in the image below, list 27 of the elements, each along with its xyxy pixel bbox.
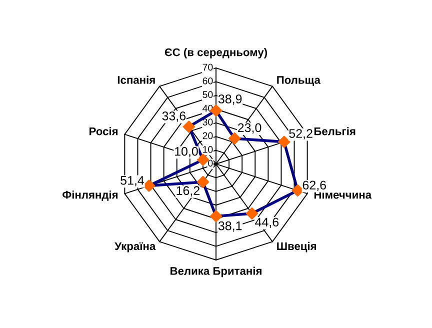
spoke-label: Росія — [90, 127, 118, 136]
data-label: 62,6 — [302, 180, 326, 192]
spoke-label: Швеція — [277, 242, 316, 252]
data-label: 33,6 — [162, 112, 186, 122]
spoke-label: Бельгія — [314, 127, 356, 136]
data-label: 23,0 — [238, 123, 262, 134]
spoke-label: Велика Британія — [170, 266, 262, 278]
spoke-label: Іспанія — [118, 76, 155, 84]
data-label: 38,9 — [218, 94, 242, 105]
y-tick-label: 0 — [208, 160, 213, 167]
y-tick-label: 30 — [202, 118, 213, 126]
spoke-label: Фінляндія — [62, 190, 118, 201]
data-label: 16,2 — [176, 186, 200, 197]
data-label: 44,6 — [255, 218, 279, 228]
y-tick-label: 60 — [202, 77, 213, 84]
spoke-label: Україна — [114, 242, 156, 252]
spoke-label: Польща — [277, 76, 321, 86]
data-label: 51,4 — [120, 176, 144, 186]
y-tick-label: 50 — [202, 91, 213, 98]
data-label: 52,2 — [289, 129, 312, 140]
data-label: 10,0 — [175, 146, 198, 158]
y-tick-label: 70 — [202, 64, 213, 71]
data-label: 38,1 — [218, 221, 242, 232]
y-tick-label: 20 — [202, 132, 213, 140]
spoke-label: ЄС (в середньому) — [164, 48, 268, 58]
spoke-label: Німеччина — [314, 190, 372, 199]
y-tick-label: 10 — [203, 146, 213, 153]
